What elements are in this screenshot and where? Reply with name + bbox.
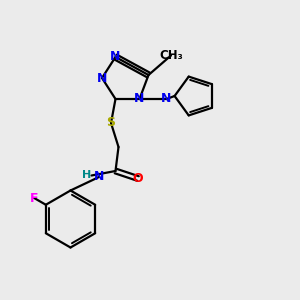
Text: H: H <box>82 170 92 181</box>
Text: N: N <box>161 92 172 106</box>
Text: S: S <box>106 116 116 130</box>
Text: CH₃: CH₃ <box>159 49 183 62</box>
Text: F: F <box>30 191 38 205</box>
Text: N: N <box>110 50 121 64</box>
Text: N: N <box>94 170 104 184</box>
Text: N: N <box>134 92 145 106</box>
Text: N: N <box>97 71 107 85</box>
Text: O: O <box>133 172 143 185</box>
